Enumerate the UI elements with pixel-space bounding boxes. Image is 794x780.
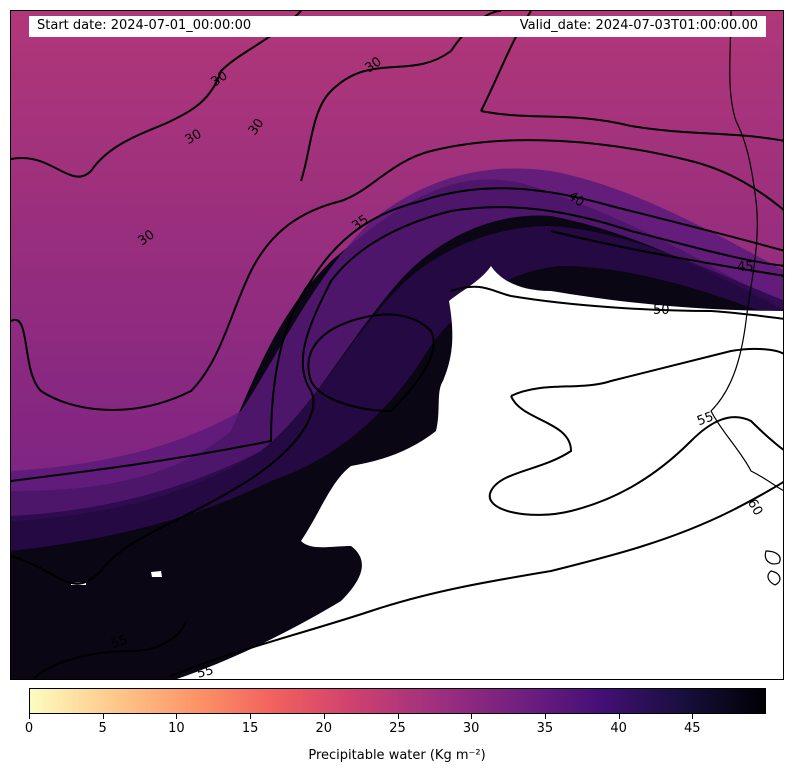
contour-label: 45 [737,260,754,275]
colorbar-tick-mark [618,714,620,719]
contour-label: 55 [195,663,215,680]
colorbar [29,688,766,714]
colorbar-tick-mark [544,714,546,719]
contour-55-east [488,347,783,516]
contour-label: 55 [695,409,716,429]
colorbar-tick-label: 0 [24,721,34,736]
contour-30-ring [480,110,783,142]
colorbar-tick-mark [176,714,178,719]
colorbar-tick-mark [323,714,325,719]
pw-field-upper [11,11,783,491]
colorbar-tick-mark [250,714,252,719]
contour-50 [450,285,783,320]
contour-label: 30 [183,127,205,148]
map-panel: 30 30 30 30 30 35 40 45 50 55 55 55 60 [10,10,784,680]
contour-label: 50 [653,303,670,318]
date-header-box [29,16,766,37]
colorbar-tick-mark [102,714,104,719]
colorbar-tick-label: 35 [536,721,554,736]
colorbar-tick-label: 15 [241,721,259,736]
colorbar-tick-label: 45 [684,721,701,736]
colorbar-tick-label: 30 [462,721,480,736]
valid-date-label: Valid_date: 2024-07-03T01:00:00.00 [519,18,758,33]
colorbar-label: Precipitable water (Kg m⁻²) [308,748,486,763]
colorbar-tick-mark [471,714,473,719]
contour-label: 60 [744,497,765,519]
colorbar-tick-label: 5 [98,721,107,736]
pw-field-inner [11,226,783,551]
map-svg: 30 30 30 30 30 35 40 45 50 55 55 55 60 [11,11,783,680]
colorbar-tick-mark [397,714,399,719]
contour-40 [11,206,783,585]
colorbar-tick-label: 10 [168,721,185,736]
contour-label: 55 [109,632,130,652]
contour-30-west [11,139,783,411]
saturated-region [176,266,783,679]
start-date-label: Start date: 2024-07-01_00:00:00 [37,18,252,33]
contour-55-south [170,481,783,677]
coastline [710,11,783,492]
contour-35 [11,187,783,482]
contour-55-west [31,620,187,679]
colorbar-tick-label: 25 [389,721,406,736]
colorbar-tick-mark [692,714,694,719]
contour-30-north [11,11,302,178]
contour-45 [307,230,783,412]
pw-field-mid [11,168,783,521]
colorbar-tick-label: 20 [315,721,333,736]
colorbar-tick-mark [29,714,30,719]
coastline-islands [764,550,781,586]
colorbar-tick-label: 40 [610,721,627,736]
